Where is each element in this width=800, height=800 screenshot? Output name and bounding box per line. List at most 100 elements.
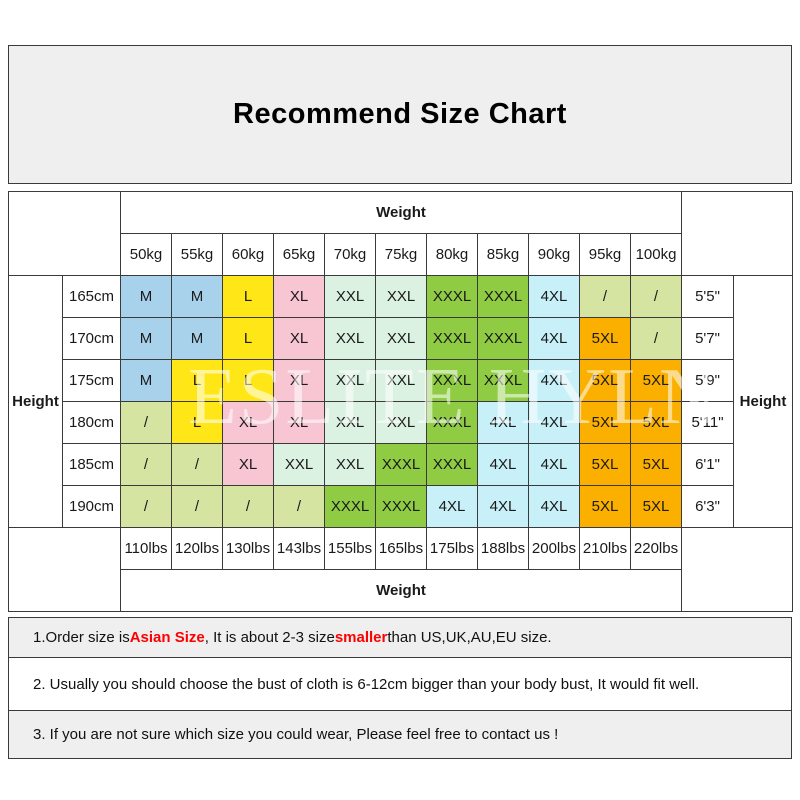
size-cell-5-8: 4XL — [528, 485, 580, 528]
size-cell-5-10: 5XL — [629, 485, 683, 528]
note-text: 2. Usually you should choose the bust of… — [33, 675, 700, 693]
size-cell-2-3: XL — [273, 359, 325, 402]
page-title: Recommend Size Chart — [233, 98, 567, 130]
lbs-footer-cell-4: 155lbs — [324, 527, 376, 570]
height-ft-cell-3: 5'11" — [681, 401, 735, 444]
size-cell-1-7: XXXL — [477, 317, 529, 360]
size-cell-3-9: 5XL — [579, 401, 631, 444]
height-ft-cell-0: 5'5" — [681, 275, 735, 318]
lbs-footer-cell-5: 165lbs — [375, 527, 427, 570]
kg-header-cell-3: 65kg — [273, 233, 325, 276]
size-cell-1-0: M — [120, 317, 172, 360]
size-cell-1-5: XXL — [375, 317, 427, 360]
size-cell-0-0: M — [120, 275, 172, 318]
size-cell-2-0: M — [120, 359, 172, 402]
note-3: 3. If you are not sure which size you co… — [8, 710, 792, 759]
lbs-footer-cell-10: 220lbs — [629, 527, 683, 570]
lbs-footer-cell-2: 130lbs — [222, 527, 274, 570]
size-cell-5-1: / — [171, 485, 223, 528]
size-cell-0-3: XL — [273, 275, 325, 318]
size-cell-2-1: L — [171, 359, 223, 402]
weight-footer: Weight — [119, 569, 683, 612]
size-cell-0-4: XXL — [324, 275, 376, 318]
size-cell-1-4: XXL — [324, 317, 376, 360]
note-emphasis-text: smaller — [334, 629, 388, 646]
corner-bottom-left — [8, 527, 121, 612]
height-cm-cell-3: 180cm — [62, 401, 121, 444]
size-cell-0-2: L — [222, 275, 274, 318]
kg-header-cell-9: 95kg — [579, 233, 631, 276]
size-cell-4-5: XXXL — [375, 443, 427, 486]
height-label-right: Height — [733, 275, 794, 528]
size-cell-1-3: XL — [273, 317, 325, 360]
size-cell-4-1: / — [171, 443, 223, 486]
size-cell-0-8: 4XL — [528, 275, 580, 318]
size-cell-0-7: XXXL — [477, 275, 529, 318]
kg-header-cell-7: 85kg — [477, 233, 529, 276]
note-text: than US,UK,AU,EU size. — [387, 629, 552, 646]
size-cell-4-8: 4XL — [528, 443, 580, 486]
note-text: 1.Order size is — [33, 629, 130, 646]
size-cell-4-2: XL — [222, 443, 274, 486]
size-cell-4-10: 5XL — [629, 443, 683, 486]
size-cell-0-5: XXL — [375, 275, 427, 318]
size-cell-0-1: M — [171, 275, 223, 318]
height-cm-cell-1: 170cm — [62, 317, 121, 360]
height-ft-cell-1: 5'7" — [681, 317, 735, 360]
note-text: , It is about 2-3 size — [204, 629, 335, 646]
size-cell-4-3: XXL — [273, 443, 325, 486]
corner-top-right — [681, 191, 794, 276]
size-cell-3-7: 4XL — [477, 401, 529, 444]
height-cm-cell-0: 165cm — [62, 275, 121, 318]
size-cell-2-5: XXL — [375, 359, 427, 402]
size-chart-table: Weight 50kg 55kg 60kg 65kg 70kg 75kg 80kg 85kg 90… — [8, 191, 794, 612]
height-cm-cell-2: 175cm — [62, 359, 121, 402]
size-cell-1-8: 4XL — [528, 317, 580, 360]
lbs-footer-cell-7: 188lbs — [477, 527, 529, 570]
size-cell-5-0: / — [120, 485, 172, 528]
size-cell-5-7: 4XL — [477, 485, 529, 528]
size-cell-3-4: XXL — [324, 401, 376, 444]
size-cell-5-9: 5XL — [579, 485, 631, 528]
size-cell-1-1: M — [171, 317, 223, 360]
lbs-footer-cell-8: 200lbs — [528, 527, 580, 570]
note-emphasis-text: Asian Size — [129, 629, 205, 646]
height-label-left: Height — [8, 275, 63, 528]
size-cell-4-6: XXXL — [426, 443, 478, 486]
lbs-footer-cell-9: 210lbs — [579, 527, 631, 570]
weight-header: Weight — [119, 191, 683, 234]
note-text: 3. If you are not sure which size you co… — [33, 726, 559, 743]
size-cell-4-7: 4XL — [477, 443, 529, 486]
size-cell-4-4: XXL — [324, 443, 376, 486]
size-cell-5-5: XXXL — [375, 485, 427, 528]
height-ft-cell-4: 6'1" — [681, 443, 735, 486]
size-cell-3-10: 5XL — [629, 401, 683, 444]
corner-bottom-right — [681, 527, 794, 612]
kg-header-cell-1: 55kg — [171, 233, 223, 276]
kg-header-cell-0: 50kg — [120, 233, 172, 276]
size-cell-3-5: XXL — [375, 401, 427, 444]
note-2: 2. Usually you should choose the bust of… — [8, 657, 792, 711]
size-cell-2-10: 5XL — [629, 359, 683, 402]
kg-header-cell-2: 60kg — [222, 233, 274, 276]
size-cell-3-3: XL — [273, 401, 325, 444]
note-1: 1.Order size is Asian Size, It is about … — [8, 617, 792, 658]
size-cell-2-9: 5XL — [579, 359, 631, 402]
height-cm-cell-4: 185cm — [62, 443, 121, 486]
lbs-footer-cell-3: 143lbs — [273, 527, 325, 570]
lbs-footer-cell-1: 120lbs — [171, 527, 223, 570]
height-ft-cell-5: 6'3" — [681, 485, 735, 528]
kg-header-cell-5: 75kg — [375, 233, 427, 276]
corner-top-left — [8, 191, 121, 276]
size-cell-5-4: XXXL — [324, 485, 376, 528]
title-box: Recommend Size Chart — [8, 45, 792, 184]
size-cell-5-6: 4XL — [426, 485, 478, 528]
size-cell-3-2: XL — [222, 401, 274, 444]
lbs-footer-cell-6: 175lbs — [426, 527, 478, 570]
size-cell-2-6: XXXL — [426, 359, 478, 402]
size-cell-3-8: 4XL — [528, 401, 580, 444]
kg-header-cell-8: 90kg — [528, 233, 580, 276]
kg-header-cell-10: 100kg — [629, 233, 683, 276]
size-cell-1-6: XXXL — [426, 317, 478, 360]
